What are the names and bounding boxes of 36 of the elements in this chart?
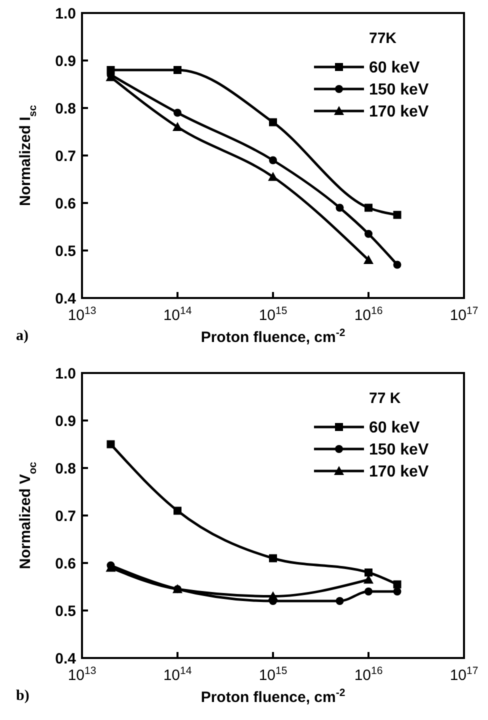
x-tick-label: 10$^{15}$ — [258, 305, 288, 324]
x-tick-label: 10$^{15}$ — [258, 665, 288, 684]
y-tick-label: 0.6 — [55, 195, 76, 212]
legend-label: 150 keV — [369, 82, 429, 99]
x-tick-label: 10$^{13}$ — [68, 665, 96, 684]
legend-label: 170 keV — [369, 464, 429, 481]
x-tick-label: 10$^{16}$ — [354, 305, 383, 324]
y-tick-label: 1.0 — [55, 5, 76, 22]
y-tick-label: 0.7 — [55, 148, 76, 165]
legend-label: 60 keV — [369, 60, 420, 77]
x-axis-title: Proton fluence, cm$^{-2}$ — [200, 687, 346, 706]
x-tick-label: 10$^{17}$ — [450, 305, 478, 324]
legend-title: 77 K — [369, 390, 401, 407]
text: a) — [16, 328, 28, 344]
y-tick-label: 0.8 — [55, 100, 76, 118]
text: b) — [16, 688, 30, 704]
y-tick-label: 0.4 — [55, 290, 77, 308]
x-tick-label: 10$^{14}$ — [163, 665, 192, 684]
y-tick-label: 0.8 — [55, 460, 76, 478]
y-tick-label: 0.9 — [55, 412, 76, 430]
y-tick-label: 0.9 — [55, 52, 76, 70]
x-tick-label: 10$^{17}$ — [450, 665, 478, 684]
legend-title: 77K — [369, 30, 397, 47]
y-tick-label: 0.6 — [55, 555, 76, 572]
x-axis-title: Proton fluence, cm$^{-2}$ — [200, 327, 346, 346]
legend-label: 60 keV — [369, 420, 420, 437]
y-tick-label: 0.4 — [55, 650, 77, 668]
legend-label: 150 keV — [369, 442, 429, 459]
y-tick-label: 0.5 — [55, 602, 76, 620]
y-tick-label: 0.7 — [55, 508, 76, 525]
x-tick-label: 10$^{16}$ — [354, 665, 383, 684]
y-tick-label: 0.5 — [55, 242, 76, 260]
y-tick-label: 1.0 — [55, 365, 76, 382]
legend-label: 170 keV — [369, 104, 429, 121]
x-tick-label: 10$^{14}$ — [163, 305, 192, 324]
x-tick-label: 10$^{13}$ — [68, 305, 96, 324]
